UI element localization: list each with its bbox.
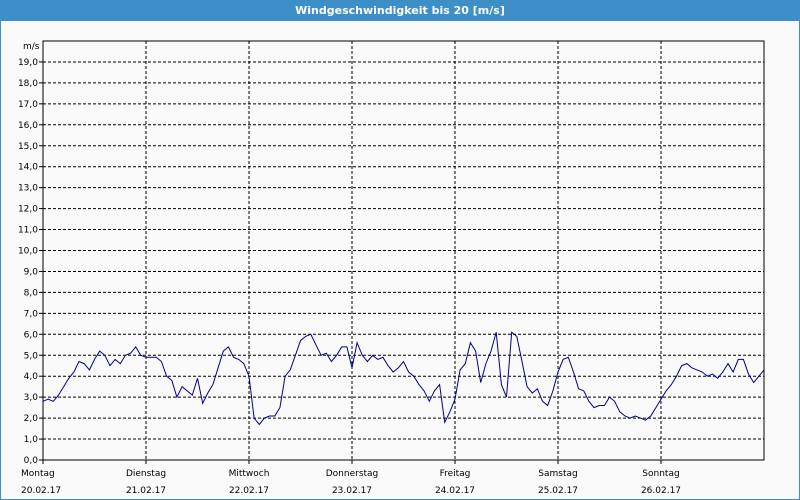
x-tick-date: 21.02.17 — [126, 486, 166, 496]
y-tick-label: 19,0 — [18, 58, 38, 68]
window-title: Windgeschwindigkeit bis 20 [m/s] — [295, 4, 505, 17]
x-tick-date: 20.02.17 — [21, 486, 61, 496]
y-axis-ticks: 0,0 1,0 2,0 3,0 4,0 5,0 6,0 7,0 8,0 9,0 10,0 11,0 12… — [18, 58, 43, 466]
x-tick-day: Samstag — [538, 469, 577, 479]
y-tick-label: 7,0 — [24, 309, 39, 319]
y-tick-label: 9,0 — [24, 267, 39, 277]
y-tick-label: 2,0 — [24, 414, 39, 424]
y-tick-label: 6,0 — [24, 330, 39, 340]
x-tick-day: Donnerstag — [326, 469, 379, 479]
y-tick-label: 14,0 — [18, 163, 38, 173]
y-tick-label: 16,0 — [18, 121, 38, 131]
x-tick-day: Mittwoch — [229, 469, 270, 479]
x-tick-day: Montag — [21, 469, 55, 479]
x-tick-date: 26.02.17 — [641, 486, 681, 496]
y-tick-label: 1,0 — [24, 435, 39, 445]
y-tick-label: 15,0 — [18, 142, 38, 152]
x-tick-date: 22.02.17 — [229, 486, 269, 496]
x-axis-ticks: Montag 20.02.17 Dienstag 21.02.17 Mittwoch 22… — [21, 460, 681, 496]
x-tick-day: Freitag — [440, 469, 471, 479]
x-tick-day: Dienstag — [126, 469, 166, 479]
wind-speed-line — [42, 331, 765, 426]
y-tick-label: 8,0 — [24, 288, 39, 298]
y-tick-label: 11,0 — [18, 226, 38, 236]
y-tick-label: 0,0 — [24, 456, 39, 466]
y-tick-label: 10,0 — [18, 247, 38, 257]
x-tick-date: 24.02.17 — [435, 486, 475, 496]
y-tick-label: 3,0 — [24, 393, 39, 403]
y-tick-label: 12,0 — [18, 205, 38, 215]
chart-grid — [43, 41, 764, 460]
y-tick-label: 5,0 — [24, 351, 39, 361]
y-tick-label: 17,0 — [18, 100, 38, 110]
y-tick-label: 4,0 — [24, 372, 39, 382]
plot-frame — [42, 40, 765, 461]
series-group — [42, 331, 765, 426]
x-tick-date: 23.02.17 — [332, 486, 372, 496]
y-tick-label: 18,0 — [18, 79, 38, 89]
y-axis-label: m/s — [23, 42, 40, 52]
x-tick-day: Sonntag — [642, 469, 679, 479]
window-titlebar: Windgeschwindigkeit bis 20 [m/s] — [1, 1, 799, 21]
x-tick-date: 25.02.17 — [538, 486, 578, 496]
y-tick-label: 13,0 — [18, 184, 38, 194]
